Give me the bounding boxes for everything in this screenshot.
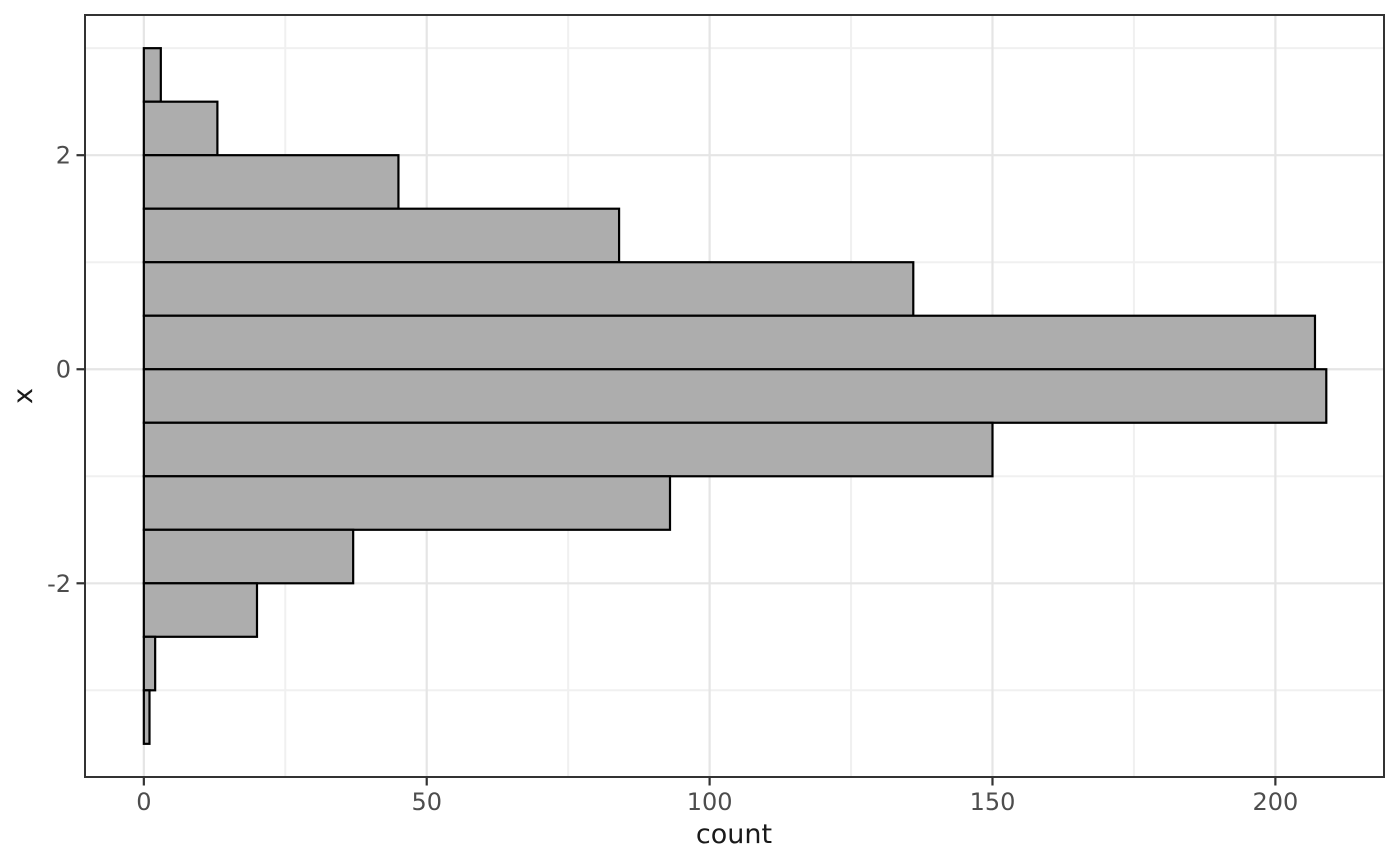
histogram-bar [142,582,259,638]
histogram-bar [142,475,672,531]
histogram-bar [142,314,1317,371]
x-axis-title: count [696,819,772,850]
histogram-bar [142,421,994,478]
histogram-bar [142,207,621,264]
axis-tick-labels: 0 50 100 150 200 -2 0 2 [47,142,1298,816]
histogram-bar [142,528,355,585]
histogram-bar [142,261,915,317]
x-axis-tick-label: 100 [687,788,733,816]
axis-ticks [76,154,1277,786]
x-axis-tick-label: 50 [411,788,442,816]
x-axis-tick-label: 150 [970,788,1016,816]
x-axis-tick-label: 200 [1252,788,1298,816]
histogram-bar [142,368,1328,424]
histogram-bar [142,47,162,103]
panel-border [84,14,1385,778]
x-axis-tick-label: 0 [136,788,151,816]
histogram-bar [142,635,157,692]
y-axis-tick-label: -2 [47,570,71,598]
y-axis-title: x [8,388,39,404]
y-axis-tick-label: 2 [56,142,71,170]
histogram-bars [142,47,1328,745]
histogram-bar [142,100,219,157]
histogram-bar [142,154,400,210]
histogram-bar [142,689,151,745]
y-axis-tick-label: 0 [56,356,71,384]
